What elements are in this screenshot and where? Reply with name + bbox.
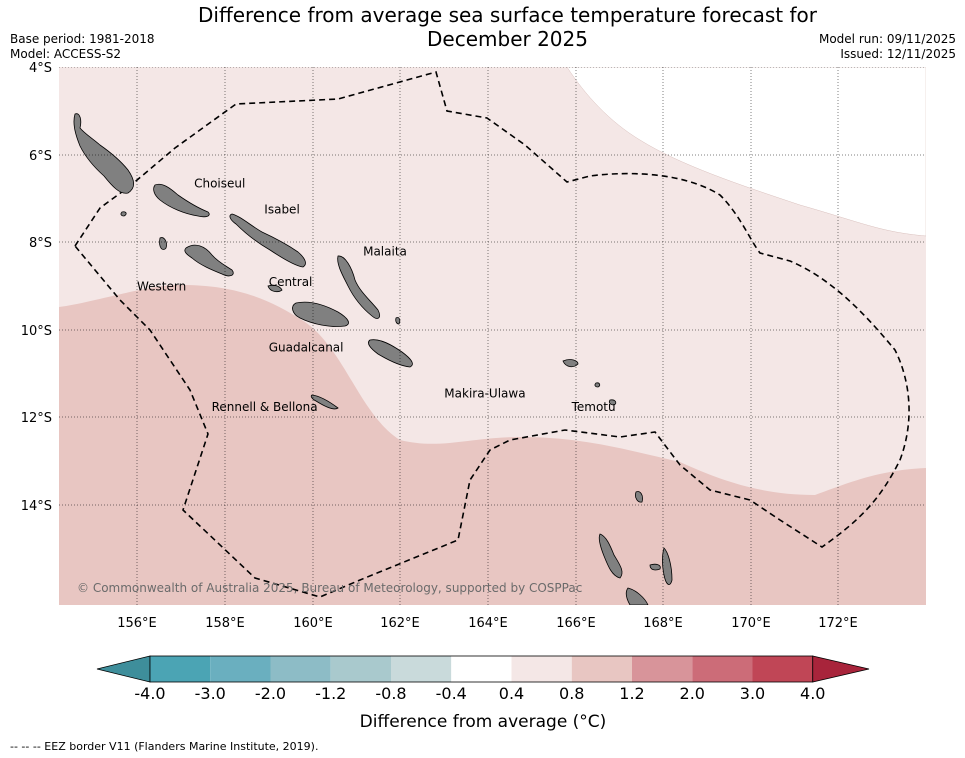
colorbar-segment <box>692 656 753 682</box>
eez-border <box>74 71 910 598</box>
colorbar-tick-label: -3.0 <box>195 684 226 703</box>
colorbar-tick-label: 1.2 <box>619 684 644 703</box>
region-label-isabel: Isabel <box>264 203 299 217</box>
colorbar-segment <box>391 656 452 682</box>
lat-tick: 10°S <box>21 324 52 339</box>
lat-tick: 6°S <box>29 149 52 164</box>
eez-footnote: -- -- -- EEZ border V11 (Flanders Marine… <box>10 740 319 753</box>
copyright-text: © Commonwealth of Australia 2025, Bureau… <box>77 581 582 595</box>
colorbar-extend-min <box>96 655 151 683</box>
island-isabel-west <box>153 183 210 218</box>
anomaly-band-neutral <box>566 67 926 237</box>
lat-tick: 12°S <box>21 411 52 426</box>
colorbar-segment <box>150 656 211 682</box>
region-label-rennell-bellona: Rennell & Bellona <box>212 400 318 414</box>
lon-tick: 166°E <box>556 616 596 631</box>
island-florida <box>267 284 283 293</box>
colorbar-tick-label: 0.8 <box>559 684 584 703</box>
colorbar-tick-label: -0.8 <box>375 684 406 703</box>
lat-tick: 8°S <box>29 236 52 251</box>
colorbar-tick-label: -0.4 <box>436 684 467 703</box>
island-guadalcanal <box>292 301 349 327</box>
colorbar-tick-label: 0.4 <box>499 684 524 703</box>
island-new-georgia <box>184 244 234 277</box>
meta-left: Base period: 1981-2018 Model: ACCESS-S2 <box>10 32 155 62</box>
colorbar-extend-max <box>812 655 870 683</box>
island-vanuatu-north <box>598 533 623 579</box>
islands <box>73 113 673 605</box>
axis-labels: 156°E 158°E 160°E 162°E 164°E 166°E 168°… <box>21 61 858 631</box>
region-label-temotu: Temotu <box>571 400 616 414</box>
island-temotu <box>562 359 579 368</box>
colorbar: -4.0 -3.0 -2.0 -1.2 -0.8 -0.4 0.4 0.8 1.2 2.0 3.0 4… <box>96 655 870 703</box>
base-period: Base period: 1981-2018 <box>10 32 155 46</box>
island-small-2 <box>608 399 617 406</box>
lon-tick: 162°E <box>380 616 420 631</box>
region-label-western: Western <box>137 279 186 293</box>
colorbar-segment <box>752 656 813 682</box>
island-makira <box>368 339 413 368</box>
gridlines <box>59 67 926 605</box>
island-malaita <box>337 255 380 319</box>
lat-tick: 4°S <box>29 61 52 76</box>
lat-tick: 14°S <box>21 499 52 514</box>
issued-date: Issued: 12/11/2025 <box>840 47 956 61</box>
island-small-5 <box>594 382 601 388</box>
colorbar-tick-label: -2.0 <box>255 684 286 703</box>
model-name: Model: ACCESS-S2 <box>10 47 122 61</box>
colorbar-tick-label: -1.2 <box>315 684 346 703</box>
colorbar-segment <box>632 656 693 682</box>
colorbar-segment <box>511 656 572 682</box>
lon-tick: 164°E <box>468 616 508 631</box>
lon-tick: 172°E <box>818 616 858 631</box>
island-vella-lavella <box>159 237 167 250</box>
island-small-3 <box>649 563 661 571</box>
lon-tick: 156°E <box>117 616 157 631</box>
lon-tick: 168°E <box>643 616 683 631</box>
map-area: Choiseul Isabel Malaita Western Central Guada… <box>59 67 926 605</box>
island-small-4 <box>120 211 127 217</box>
colorbar-segment <box>270 656 331 682</box>
island-isabel <box>229 213 306 268</box>
lon-tick: 158°E <box>205 616 245 631</box>
region-label-central: Central <box>269 275 313 289</box>
island-small-1 <box>635 491 643 503</box>
title-line-1: Difference from average sea surface temp… <box>197 3 817 27</box>
model-run: Model run: 09/11/2025 <box>818 32 956 46</box>
island-choiseul <box>73 113 135 194</box>
region-label-malaita: Malaita <box>363 244 407 258</box>
island-small-6 <box>395 317 401 325</box>
island-vanuatu-east <box>662 547 673 585</box>
lon-tick: 160°E <box>293 616 333 631</box>
colorbar-tick-label: 3.0 <box>740 684 765 703</box>
region-label-makira-ulawa: Makira-Ulawa <box>444 387 525 401</box>
colorbar-label: Difference from average (°C) <box>360 712 607 732</box>
meta-right: Model run: 09/11/2025 Issued: 12/11/2025 <box>819 32 956 62</box>
title-line-2: December 2025 <box>427 27 588 51</box>
map-title: Difference from average sea surface temp… <box>160 3 855 51</box>
colorbar-tick-label: 2.0 <box>680 684 705 703</box>
colorbar-tick-label: 4.0 <box>800 684 825 703</box>
colorbar-segment <box>330 656 391 682</box>
region-label-choiseul: Choiseul <box>194 176 245 190</box>
colorbar-segment <box>571 656 632 682</box>
lon-tick: 170°E <box>731 616 771 631</box>
island-rennell <box>310 394 339 410</box>
colorbar-segment <box>210 656 271 682</box>
colorbar-tick-label: -4.0 <box>134 684 165 703</box>
colorbar-segment <box>451 656 512 682</box>
region-label-guadalcanal: Guadalcanal <box>269 341 344 355</box>
island-vanuatu-south <box>625 587 649 605</box>
anomaly-band-0-8-1-2 <box>59 284 926 605</box>
